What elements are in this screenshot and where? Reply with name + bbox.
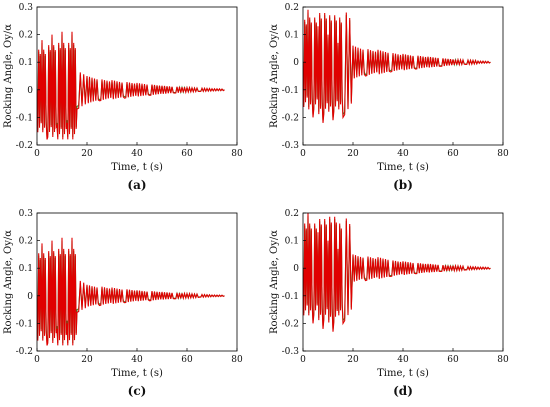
y-tick-label: 0.1 (285, 31, 299, 41)
x-tick-label: 20 (81, 355, 93, 365)
series-line-red (37, 31, 225, 140)
x-tick-label: 60 (181, 355, 193, 365)
panel-caption: (b) (393, 178, 413, 192)
y-tick-label: -0.1 (282, 292, 299, 302)
series-group (303, 213, 491, 332)
series-group (37, 31, 225, 140)
x-tick-label: 80 (231, 355, 243, 365)
x-tick-label: 40 (397, 355, 409, 365)
y-tick-label: 0 (293, 264, 299, 274)
y-tick-label: -0.1 (16, 113, 33, 123)
chart-panel-d: 0 20 40 60 80 -0.3 -0.2 -0.1 0 0.1 0.2 Time, t (s) R… (269, 209, 509, 398)
series-group (303, 9, 491, 123)
y-tick-label: 0.3 (19, 209, 34, 219)
y-tick-label: -0.3 (282, 347, 300, 357)
y-tick-label: -0.3 (282, 141, 300, 151)
y-tick-label: -0.1 (16, 319, 33, 329)
series-line-red (303, 213, 491, 332)
y-axis-label: Rocking Angle, Oy/α (269, 230, 280, 334)
y-tick-label: 0.1 (19, 58, 33, 68)
y-tick-label: 0.1 (19, 264, 33, 274)
series-group (37, 237, 225, 346)
y-tick-label: 0.3 (19, 3, 34, 13)
y-tick-label: 0 (293, 58, 299, 68)
panel-caption: (a) (127, 178, 146, 192)
y-tick-label: 0.2 (285, 3, 299, 13)
y-tick-label: 0 (27, 86, 33, 96)
y-tick-label: -0.2 (16, 347, 33, 357)
x-tick-label: 40 (131, 149, 143, 159)
y-axis-label: Rocking Angle, Oy/α (3, 24, 14, 128)
y-tick-label: -0.2 (282, 113, 299, 123)
y-tick-label: -0.2 (16, 141, 33, 151)
x-tick-label: 20 (81, 149, 93, 159)
x-tick-label: 0 (300, 355, 306, 365)
panel-caption: (c) (128, 384, 147, 398)
y-tick-label: -0.2 (282, 319, 299, 329)
series-line-red (303, 9, 491, 123)
x-tick-label: 0 (34, 355, 40, 365)
panel-caption: (d) (393, 384, 413, 398)
y-tick-label: 0 (27, 292, 33, 302)
x-tick-label: 0 (34, 149, 40, 159)
x-axis-label: Time, t (s) (377, 162, 429, 173)
x-axis-label: Time, t (s) (111, 162, 163, 173)
x-tick-label: 80 (497, 355, 509, 365)
x-tick-label: 60 (447, 355, 459, 365)
y-tick-label: 0.2 (285, 209, 299, 219)
x-tick-label: 60 (447, 149, 459, 159)
x-axis-label: Time, t (s) (377, 368, 429, 379)
series-line-red (37, 237, 225, 346)
chart-panel-b: 0 20 40 60 80 -0.3 -0.2 -0.1 0 0.1 0.2 Time, t (s) R… (269, 3, 509, 192)
chart-panel-c: 0 20 40 60 80 -0.2 -0.1 0 0.1 0.2 0.3 Time, t (s) Ro… (3, 209, 243, 398)
x-axis-label: Time, t (s) (111, 368, 163, 379)
x-tick-label: 60 (181, 149, 193, 159)
y-tick-label: 0.1 (285, 237, 299, 247)
x-tick-label: 20 (347, 149, 359, 159)
x-tick-label: 0 (300, 149, 306, 159)
x-tick-label: 20 (347, 355, 359, 365)
y-tick-label: 0.2 (19, 31, 33, 41)
y-axis-label: Rocking Angle, Oy/α (269, 24, 280, 128)
chart-panel-a: 0 20 40 60 80 -0.2 -0.1 0 0.1 0.2 0.3 Time, t (s) Ro… (3, 3, 243, 192)
x-tick-label: 40 (131, 355, 143, 365)
y-tick-label: -0.1 (282, 86, 299, 96)
x-tick-label: 80 (497, 149, 509, 159)
y-tick-label: 0.2 (19, 237, 33, 247)
plot-frame (302, 6, 504, 146)
x-tick-label: 80 (231, 149, 243, 159)
x-tick-label: 40 (397, 149, 409, 159)
y-axis-label: Rocking Angle, Oy/α (3, 230, 14, 334)
